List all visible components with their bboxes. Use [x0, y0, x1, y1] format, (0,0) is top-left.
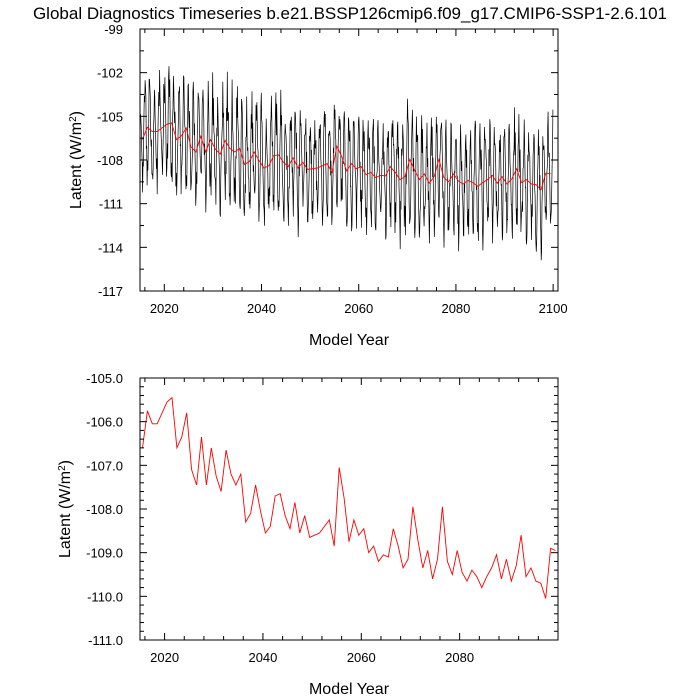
y-tick-label: -105 — [97, 109, 123, 124]
bottom-series-layer — [142, 396, 556, 599]
bottom-plot-frame — [139, 377, 559, 641]
y-tick-label: -102 — [97, 66, 123, 81]
y-tick-label: -108.0 — [86, 502, 123, 517]
x-tick-label: 2080 — [445, 650, 474, 665]
y-tick-label: -111.0 — [88, 633, 123, 648]
x-tick-label: 2060 — [347, 650, 376, 665]
top-y-axis-label: Latent (W/m2) — [68, 111, 86, 209]
x-tick-label: 2100 — [539, 301, 568, 316]
y-tick-label: -106.0 — [86, 415, 123, 430]
top-annual-series-line — [141, 122, 551, 191]
y-tick-label: -111 — [99, 197, 123, 212]
top-monthly-series-line — [139, 66, 554, 261]
x-tick-label: 2060 — [344, 301, 373, 316]
y-tick-label: -117 — [98, 284, 123, 299]
y-tick-label: -108 — [97, 153, 123, 168]
y-tick-label: -114 — [98, 240, 123, 255]
bottom-y-axis-label: Latent (W/m2) — [57, 460, 75, 558]
x-tick-label: 2040 — [247, 301, 276, 316]
x-tick-label: 2020 — [150, 301, 179, 316]
figure-title: Global Diagnostics Timeseries b.e21.BSSP… — [33, 4, 667, 23]
x-tick-label: 2040 — [248, 650, 277, 665]
y-tick-label: -99 — [104, 22, 123, 37]
top-series-layer — [139, 66, 554, 261]
bottom-axis-ticks: 2020 2040 2060 2080 -111.0 -110.0 -109.0 -108.0… — [86, 371, 559, 665]
y-tick-label: -105.0 — [86, 371, 123, 386]
y-tick-label: -107.0 — [86, 458, 123, 473]
x-tick-label: 2020 — [150, 650, 179, 665]
top-x-axis-label: Model Year — [309, 332, 390, 349]
bottom-panel: 2020 2040 2060 2080 -111.0 -110.0 -109.0 -108.0… — [57, 371, 559, 698]
y-tick-label: -109.0 — [86, 546, 123, 561]
top-panel: 2020 2040 2060 2080 2100 -117 -114 -111 -108 -105… — [68, 22, 568, 349]
x-tick-label: 2080 — [441, 301, 470, 316]
bottom-annual-series-line — [142, 396, 556, 599]
y-tick-label: -110.0 — [87, 589, 123, 604]
top-axis-ticks: 2020 2040 2060 2080 2100 -117 -114 -111 -108 -105… — [97, 22, 568, 316]
bottom-x-axis-label: Model Year — [309, 681, 390, 698]
